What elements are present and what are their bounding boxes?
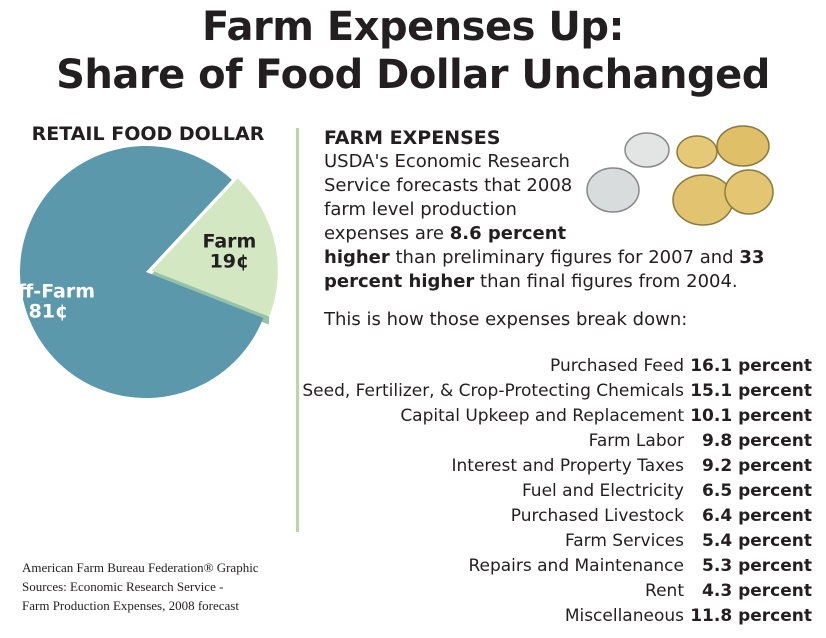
expense-row: Interest and Property Taxes 9.2 percent (300, 456, 812, 481)
slice-label: Off-Farm (2, 280, 95, 302)
credit-line: American Farm Bureau Federation® Graphic (22, 560, 259, 575)
expense-value: 5.3 percent (702, 556, 812, 576)
title-line: Share of Food Dollar Unchanged (56, 52, 770, 98)
expense-label: Interest and Property Taxes (451, 456, 684, 476)
credit: American Farm Bureau Federation® Graphic… (22, 558, 259, 615)
slice-value: 19¢ (210, 250, 250, 272)
credit-line: Farm Production Expenses, 2008 forecast (22, 598, 239, 613)
paragraph: USDA's Economic Research Service forecas… (324, 150, 814, 294)
expense-label: Rent (645, 581, 684, 601)
expense-row: Purchased Feed 16.1 percent (300, 356, 812, 381)
expense-row: Farm Services 5.4 percent (300, 531, 812, 556)
title-line: Farm Expenses Up: (202, 4, 624, 50)
intro: This is how those expenses break down: (324, 309, 688, 330)
chart-title: RETAIL FOOD DOLLAR (32, 123, 265, 145)
expenses-text: FARM EXPENSES USDA's Economic Research S… (324, 126, 814, 332)
expense-row: Farm Labor 9.8 percent (300, 431, 812, 456)
expense-value: 10.1 percent (690, 406, 812, 426)
expense-label: Seed, Fertilizer, & Crop-Protecting Chem… (302, 381, 684, 401)
expense-row: Miscellaneous 11.8 percent (300, 606, 812, 631)
expense-row: Seed, Fertilizer, & Crop-Protecting Chem… (300, 381, 812, 406)
expense-value: 6.4 percent (702, 506, 812, 526)
pie-slice (151, 178, 278, 317)
text-run: than final figures from 2004. (474, 271, 738, 292)
slice-label: Farm (202, 230, 256, 252)
expense-value: 15.1 percent (690, 381, 812, 401)
text-run: USDA's Economic Research Service forecas… (324, 151, 573, 244)
expense-label: Farm Labor (588, 431, 684, 451)
expense-row: Fuel and Electricity 6.5 percent (300, 481, 812, 506)
heading: FARM EXPENSES (324, 127, 501, 149)
text-run: than preliminary figures for 2007 and (389, 247, 740, 268)
expense-label: Miscellaneous (564, 606, 684, 626)
expense-label: Fuel and Electricity (521, 481, 684, 501)
expense-label: Farm Services (565, 531, 684, 551)
expense-value: 11.8 percent (690, 606, 812, 626)
coin-space (586, 126, 814, 238)
pie-slice (20, 145, 264, 398)
expense-label: Purchased Livestock (510, 506, 684, 526)
expense-value: 5.4 percent (702, 531, 812, 551)
slice-value: 81¢ (29, 300, 69, 322)
expense-label: Repairs and Maintenance (468, 556, 684, 576)
text-run: 33 percent higher (324, 247, 765, 292)
expense-row: Rent 4.3 percent (300, 581, 812, 606)
text-run: 8.6 percent higher (324, 223, 567, 268)
expense-row: Purchased Livestock 6.4 percent (300, 506, 812, 531)
expense-value: 16.1 percent (690, 356, 812, 376)
coins (586, 125, 774, 226)
expense-label: Purchased Feed (550, 356, 684, 376)
divider (296, 128, 299, 532)
expense-row: Capital Upkeep and Replacement 10.1 perce… (300, 406, 812, 431)
expense-value: 4.3 percent (702, 581, 812, 601)
expense-value: 6.5 percent (702, 481, 812, 501)
expense-value: 9.8 percent (702, 431, 812, 451)
credit-line: Sources: Economic Research Service - (22, 579, 224, 594)
expense-value: 9.2 percent (702, 456, 812, 476)
expense-row: Repairs and Maintenance 5.3 percent (300, 556, 812, 581)
expense-label: Capital Upkeep and Replacement (400, 406, 684, 426)
